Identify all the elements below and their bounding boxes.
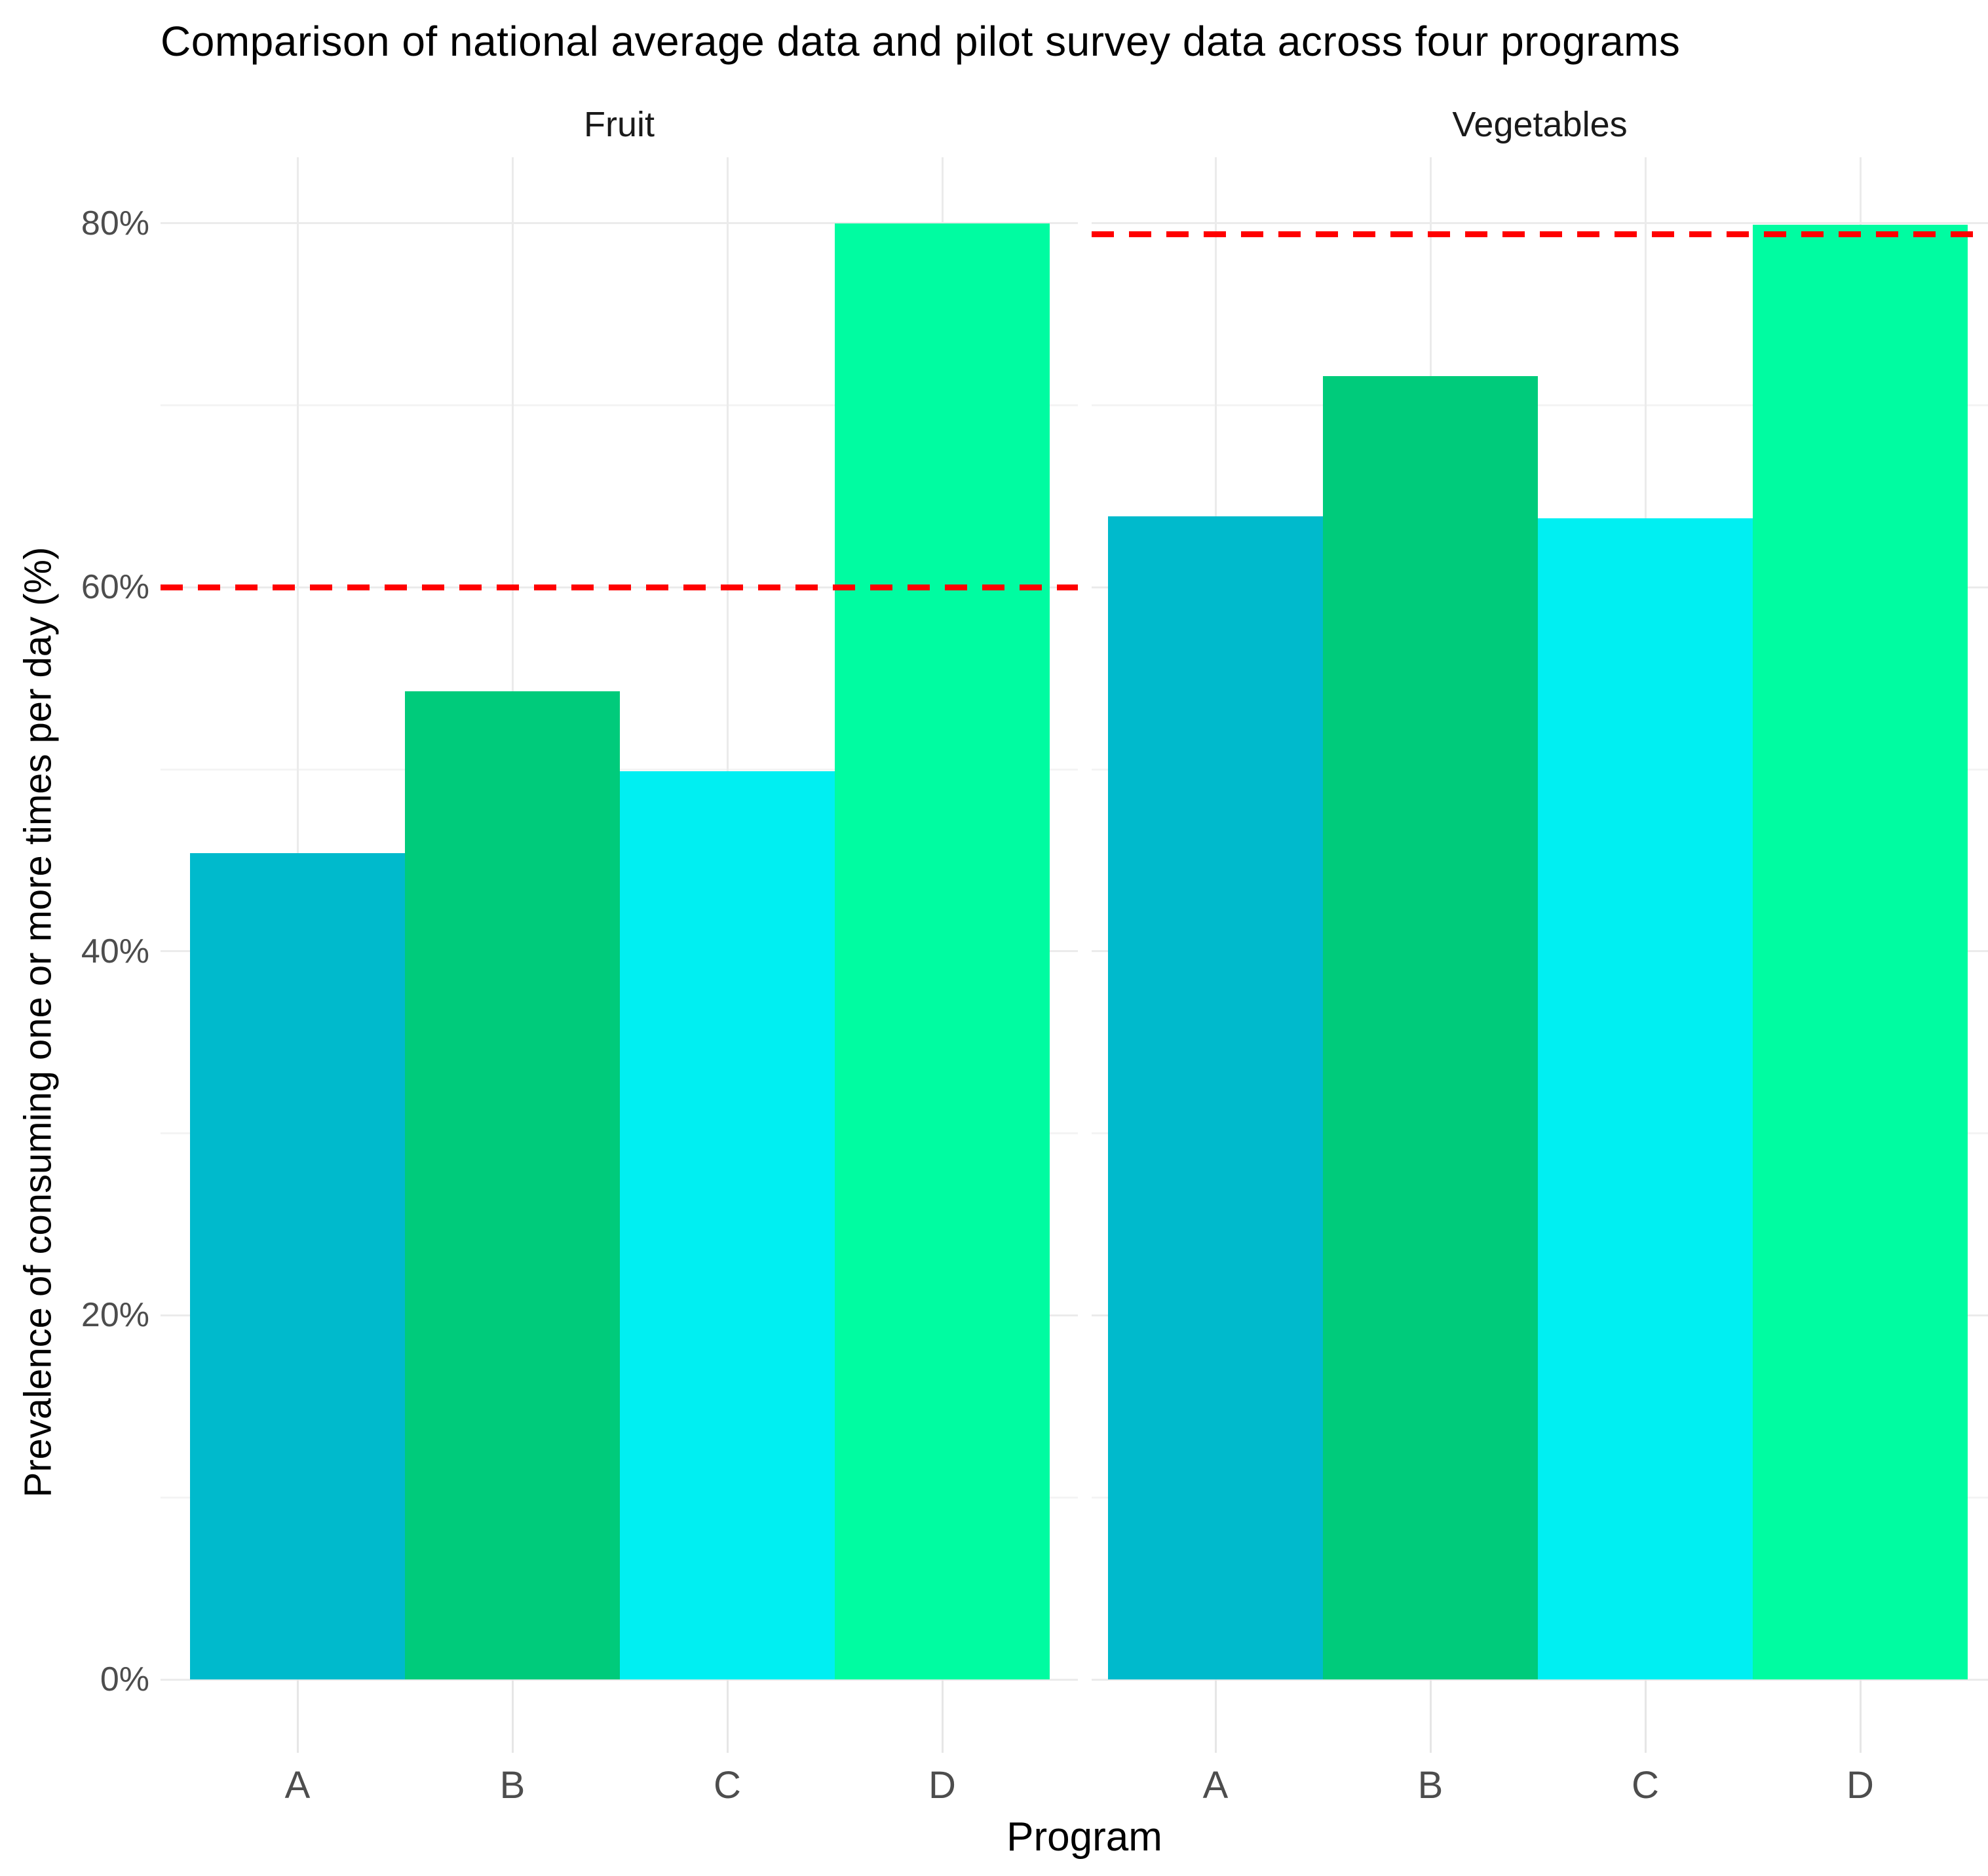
bar-vegetables-d [1753, 225, 1968, 1679]
x-tick-label-fruit-a: A [284, 1764, 311, 1807]
y-tick-label: 40% [81, 932, 149, 970]
major-gridline [1092, 1678, 1988, 1681]
x-axis-tick [941, 1679, 944, 1753]
x-tick-label-vegetables-c: C [1632, 1764, 1659, 1807]
bar-vegetables-b [1323, 375, 1538, 1679]
x-axis-title: Program [1006, 1814, 1162, 1860]
y-tick-label: 20% [81, 1296, 149, 1335]
x-axis-tick [1429, 1679, 1432, 1753]
bar-fruit-d [835, 223, 1050, 1679]
bar-fruit-b [405, 691, 620, 1679]
minor-gridline [161, 404, 1078, 406]
x-tick-label-vegetables-d: D [1846, 1764, 1874, 1807]
major-gridline [161, 1678, 1078, 1681]
minor-gridline [1092, 404, 1988, 406]
facet-panel-vegetables [1092, 157, 1988, 1681]
y-tick-label: 0% [100, 1660, 149, 1698]
x-axis-tick [726, 1679, 729, 1753]
facet-label-vegetables: Vegetables [1452, 105, 1628, 144]
x-axis-tick [511, 1679, 514, 1753]
x-tick-label-fruit-b: B [499, 1764, 526, 1807]
x-axis-tick [1859, 1679, 1862, 1753]
x-axis-tick [1214, 1679, 1217, 1753]
y-tick-label: 80% [81, 204, 149, 242]
x-tick-label-vegetables-b: B [1417, 1764, 1443, 1807]
y-tick-label: 60% [81, 568, 149, 607]
x-tick-label-vegetables-a: A [1202, 1764, 1229, 1807]
bar-vegetables-a [1108, 516, 1323, 1679]
bar-fruit-a [190, 852, 405, 1679]
facet-panel-fruit [161, 157, 1078, 1681]
national-average-line-vegetables [1092, 231, 1988, 237]
national-average-line-fruit [161, 584, 1078, 590]
x-axis-tick [296, 1679, 299, 1753]
y-axis-title: Prevalence of consuming one or more time… [16, 546, 60, 1498]
chart-title: Comparison of national average data and … [161, 18, 1681, 65]
bar-vegetables-c [1538, 518, 1753, 1679]
bar-fruit-c [620, 771, 835, 1679]
major-gridline [161, 222, 1078, 225]
facet-label-fruit: Fruit [584, 105, 655, 144]
major-gridline [1092, 222, 1988, 225]
x-axis-tick [1644, 1679, 1647, 1753]
x-tick-label-fruit-c: C [714, 1764, 741, 1807]
x-tick-label-fruit-d: D [928, 1764, 956, 1807]
